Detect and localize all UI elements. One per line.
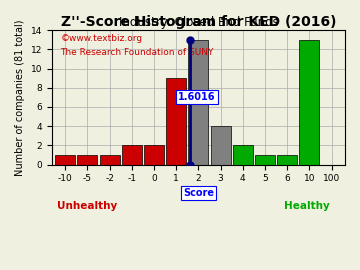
Bar xyxy=(77,155,97,165)
Text: Score: Score xyxy=(183,188,214,198)
Bar xyxy=(55,155,75,165)
Bar xyxy=(144,145,164,165)
Bar xyxy=(166,78,186,165)
Text: 1.6016: 1.6016 xyxy=(179,92,216,102)
Y-axis label: Number of companies (81 total): Number of companies (81 total) xyxy=(15,19,25,176)
Bar xyxy=(122,145,142,165)
Text: ©www.textbiz.org: ©www.textbiz.org xyxy=(60,34,143,43)
Bar xyxy=(255,155,275,165)
Bar xyxy=(277,155,297,165)
Bar xyxy=(99,155,120,165)
Text: Unhealthy: Unhealthy xyxy=(57,201,117,211)
Text: The Research Foundation of SUNY: The Research Foundation of SUNY xyxy=(60,48,214,57)
Bar xyxy=(300,40,319,165)
Bar xyxy=(211,126,231,165)
Text: Industry: Closed End Funds: Industry: Closed End Funds xyxy=(118,16,278,29)
Bar xyxy=(188,40,208,165)
Bar xyxy=(233,145,253,165)
Title: Z''-Score Histogram for KED (2016): Z''-Score Histogram for KED (2016) xyxy=(60,15,336,29)
Text: Healthy: Healthy xyxy=(284,201,330,211)
